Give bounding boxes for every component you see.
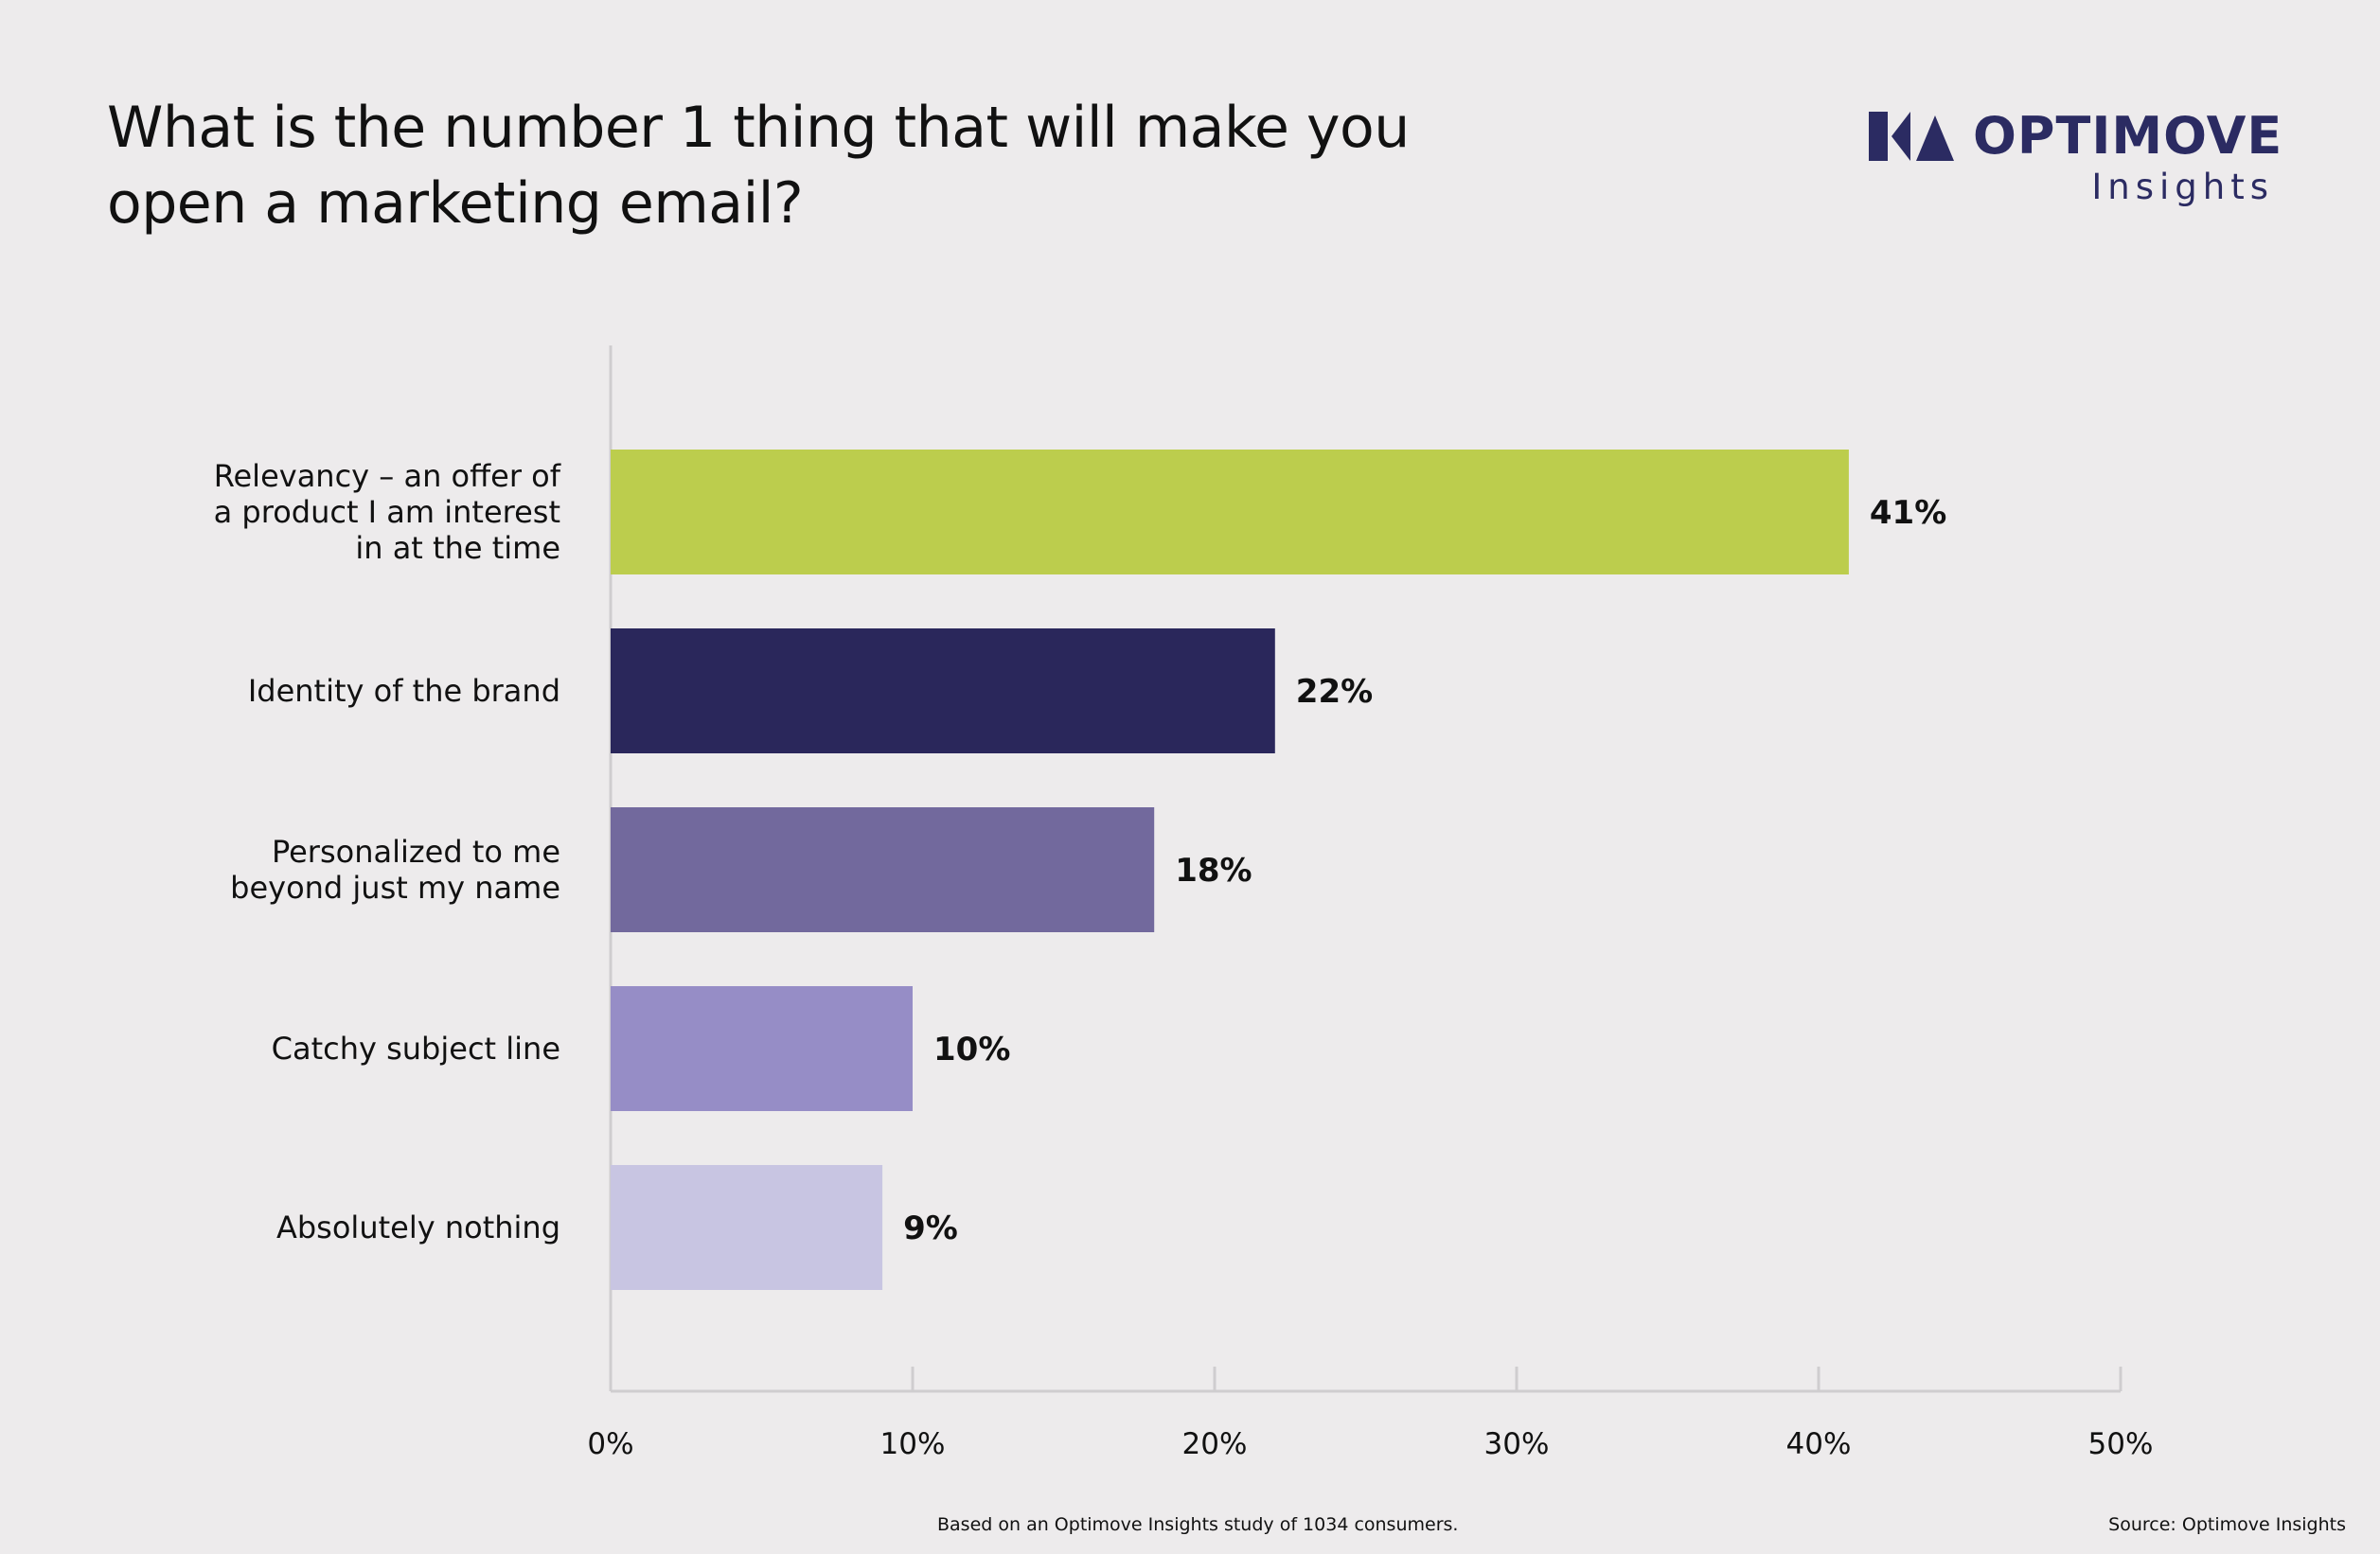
- optimove-mark-icon: [1869, 112, 1954, 161]
- bar: [611, 450, 1849, 574]
- bar: [611, 628, 1275, 753]
- category-label-line: Catchy subject line: [272, 1031, 560, 1067]
- x-tick-label: 10%: [880, 1427, 946, 1461]
- category-label-line: Identity of the brand: [248, 673, 560, 709]
- x-tick-label: 50%: [2088, 1427, 2154, 1461]
- category-label: Identity of the brand: [248, 673, 560, 709]
- bar: [611, 986, 913, 1111]
- category-label-line: in at the time: [355, 530, 560, 566]
- bar: [611, 807, 1155, 932]
- logo-wordmark: OPTIMOVE: [1973, 106, 2283, 166]
- x-tick-label: 0%: [587, 1427, 633, 1461]
- chart-title: What is the number 1 thing that will mak…: [107, 95, 1410, 237]
- data-label: 41%: [1870, 494, 1946, 532]
- category-label: Personalized to me beyond just my name: [230, 834, 560, 906]
- bar: [611, 1165, 883, 1290]
- x-tick-label: 40%: [1786, 1427, 1852, 1461]
- source-note: Source: Optimove Insights: [2108, 1514, 2346, 1535]
- data-label: 22%: [1296, 673, 1373, 711]
- category-label-line: Personalized to me: [272, 834, 560, 870]
- category-label-line: Absolutely nothing: [276, 1210, 560, 1245]
- logo-tagline: Insights: [2091, 167, 2274, 207]
- x-tick-label: 20%: [1182, 1427, 1248, 1461]
- label-layer: 0% 10% 20% 30% 40% 50% 41% Relevancy – an offer…: [214, 458, 2154, 1461]
- category-label: Relevancy – an offer of a product I am in…: [214, 458, 561, 566]
- bar-layer: [611, 450, 1849, 1290]
- optimove-logo: OPTIMOVE Insights: [1856, 95, 2282, 218]
- data-label: 9%: [903, 1210, 958, 1247]
- data-label: 10%: [933, 1031, 1010, 1068]
- category-label-line: a product I am interest: [214, 494, 560, 530]
- footnote: Based on an Optimove Insights study of 1…: [937, 1514, 1459, 1535]
- category-label: Catchy subject line: [272, 1031, 560, 1067]
- x-tick-label: 30%: [1484, 1427, 1550, 1461]
- data-label: 18%: [1175, 852, 1252, 890]
- category-label-line: beyond just my name: [230, 870, 560, 906]
- category-label: Absolutely nothing: [276, 1210, 560, 1245]
- category-label-line: Relevancy – an offer of: [214, 458, 561, 494]
